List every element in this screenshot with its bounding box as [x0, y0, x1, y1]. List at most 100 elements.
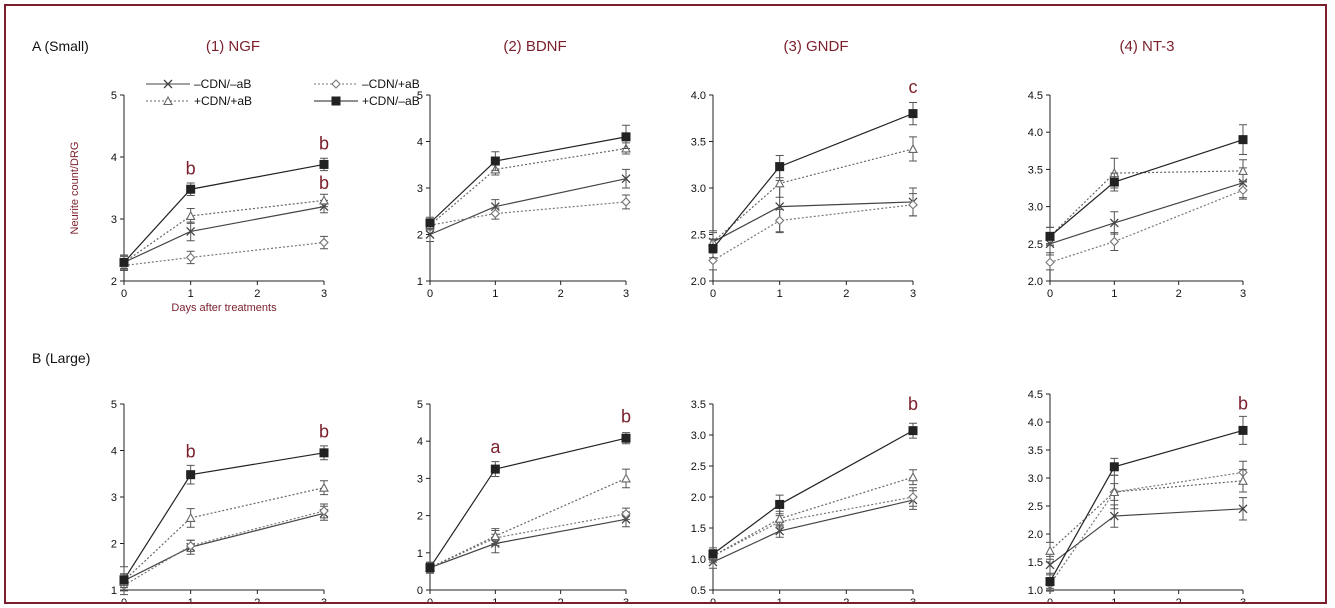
y-tick-label: 3.0	[1028, 473, 1043, 485]
row-label-large: B (Large)	[32, 350, 90, 366]
y-tick-label: 5	[417, 399, 423, 411]
data-point	[185, 252, 196, 263]
data-point	[775, 162, 785, 172]
series-4	[1045, 124, 1248, 246]
y-tick-label: 3.0	[691, 183, 706, 195]
y-tick-label: 2.0	[1028, 529, 1043, 541]
data-point	[908, 471, 918, 482]
y-tick-label: 4.5	[1028, 389, 1043, 401]
data-point	[621, 473, 631, 483]
data-point	[621, 132, 631, 142]
panel-title: (1) NGF	[206, 38, 260, 55]
legend-item: +CDN/–aB	[314, 94, 420, 108]
legend-label: –CDN/+aB	[362, 77, 420, 91]
y-tick-label: 3.5	[1028, 445, 1043, 457]
legend: –CDN/–aB –CDN/+aB +CDN/+aB +CDN/–aB	[146, 77, 420, 108]
data-point	[425, 230, 435, 239]
legend-marker	[163, 79, 173, 89]
y-tick-label: 5	[111, 399, 117, 411]
y-tick-label: 4	[417, 137, 423, 149]
chart-b1: 123450123bb	[111, 399, 329, 602]
data-point	[319, 482, 329, 492]
data-point	[1045, 577, 1055, 587]
significance-label: c	[909, 77, 918, 97]
x-tick-label: 0	[121, 597, 127, 602]
data-point	[775, 499, 785, 509]
series-4	[119, 157, 329, 271]
x-tick-label: 2	[254, 597, 260, 602]
x-tick-label: 0	[1047, 288, 1053, 300]
data-point	[1238, 425, 1248, 435]
series-3	[119, 193, 329, 270]
figure-frame: A (Small) B (Large) (1) NGF 2 3 4 5 0 1 2 3 Neurite…	[4, 4, 1327, 604]
data-point	[621, 433, 631, 443]
y-tick-label: 3	[417, 183, 423, 195]
legend-item: +CDN/+aB	[146, 94, 252, 108]
data-point	[1238, 185, 1248, 196]
series-2	[119, 235, 329, 271]
legend-label: +CDN/+aB	[194, 94, 252, 108]
series-3	[425, 142, 631, 231]
x-tick-label: 0	[121, 288, 127, 300]
row-label-small: A (Small)	[32, 38, 89, 54]
y-tick-label: 4.0	[1028, 127, 1043, 139]
y-tick-label: 3	[417, 473, 423, 485]
series-line	[1049, 429, 1244, 582]
significance-label: b	[1238, 394, 1248, 414]
data-point	[621, 197, 631, 207]
x-tick-label: 3	[623, 597, 629, 602]
series-line	[712, 476, 914, 557]
data-point	[1109, 218, 1119, 228]
series-3	[425, 468, 631, 573]
series-line	[712, 496, 914, 557]
legend-marker	[331, 79, 341, 89]
data-point	[1109, 462, 1119, 472]
series-4	[708, 101, 918, 259]
data-point	[319, 237, 329, 248]
data-point	[185, 210, 196, 220]
series-line	[1049, 508, 1244, 566]
data-point	[1045, 545, 1055, 555]
x-tick-label: 3	[910, 288, 916, 300]
legend-label: +CDN/–aB	[362, 94, 420, 108]
x-tick-label: 2	[843, 597, 849, 602]
data-point	[1238, 165, 1248, 175]
series-4	[425, 432, 631, 573]
significance-label: b	[319, 134, 329, 154]
y-tick-label: 2	[417, 230, 423, 242]
x-tick-label: 0	[427, 288, 433, 300]
y-tick-label: 2	[417, 511, 423, 523]
y-tick-label: 2.5	[691, 461, 706, 473]
significance-label: b	[908, 394, 918, 414]
x-tick-label: 2	[1176, 597, 1182, 602]
y-tick-label: 3.5	[1028, 164, 1043, 176]
series-line	[123, 452, 325, 581]
y-tick-label: 4	[111, 152, 117, 164]
x-tick-label: 1	[492, 288, 498, 300]
y-tick-label: 0.5	[691, 585, 706, 597]
data-point	[908, 143, 918, 153]
data-point	[774, 513, 785, 523]
series-3	[1045, 469, 1248, 560]
y-tick-label: 3.0	[691, 430, 706, 442]
data-point	[185, 512, 196, 522]
series-line	[1049, 139, 1244, 237]
data-point	[1109, 511, 1119, 521]
y-tick-label: 1.0	[691, 554, 706, 566]
series-line	[1049, 189, 1244, 263]
data-point	[1109, 486, 1120, 497]
data-point	[708, 243, 718, 253]
significance-label: b	[319, 421, 329, 441]
series-line	[123, 241, 325, 267]
x-tick-label: 1	[188, 597, 194, 602]
series-line	[123, 512, 325, 582]
series-2	[119, 503, 329, 592]
data-point	[621, 174, 631, 184]
data-point	[119, 575, 129, 585]
significance-label: b	[621, 407, 631, 427]
data-point	[490, 464, 500, 474]
data-point	[774, 215, 785, 226]
data-point	[1238, 504, 1248, 514]
